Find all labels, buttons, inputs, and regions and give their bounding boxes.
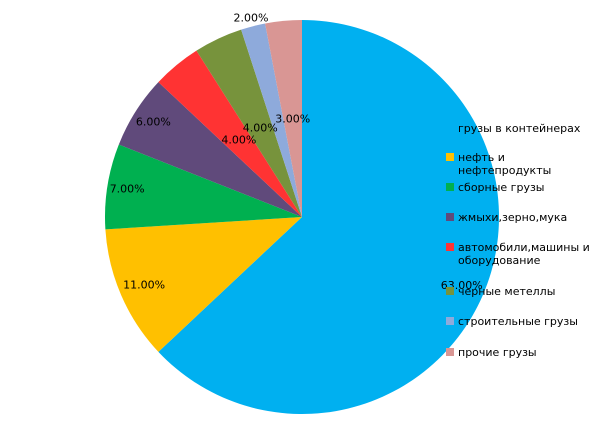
legend-label: жмыхи,зерно,мука xyxy=(458,211,568,224)
legend-item: строительные грузы xyxy=(446,315,578,328)
legend-swatch xyxy=(446,348,454,356)
data-label: 3.00% xyxy=(275,112,310,125)
legend-label: черные метеллы xyxy=(458,285,556,298)
pie-slice xyxy=(105,144,302,230)
legend-label: грузы в контейнерах xyxy=(458,122,581,135)
data-label: 6.00% xyxy=(136,116,171,129)
pie-slice xyxy=(158,50,302,217)
pie-slice xyxy=(265,20,302,217)
legend-label: строительные грузы xyxy=(458,315,578,328)
legend-swatch xyxy=(446,213,454,221)
pie-slice xyxy=(241,23,302,218)
data-label: 4.00% xyxy=(243,121,278,134)
legend-item: черные метеллы xyxy=(446,285,555,298)
legend-swatch xyxy=(446,153,454,161)
legend-label: прочие грузы xyxy=(458,346,537,359)
legend-item: нефть и нефтепродукты xyxy=(446,151,596,177)
legend-label: автомобили,машины и оборудование xyxy=(458,241,590,267)
legend-swatch xyxy=(446,183,454,191)
legend-item: прочие грузы xyxy=(446,346,537,359)
data-label: 2.00% xyxy=(234,11,269,24)
legend-label: сборные грузы xyxy=(458,181,545,194)
legend-swatch xyxy=(446,243,454,251)
legend-item: грузы в контейнерах xyxy=(446,122,580,135)
legend-swatch xyxy=(446,124,454,132)
pie-slice xyxy=(105,217,302,352)
data-label: 4.00% xyxy=(221,134,256,147)
data-label: 7.00% xyxy=(110,182,145,195)
pie-slice xyxy=(158,20,499,414)
data-label: 11.00% xyxy=(123,278,165,291)
pie-slice xyxy=(196,29,302,218)
legend-item: жмыхи,зерно,мука xyxy=(446,211,567,224)
pie-slice xyxy=(118,82,302,217)
legend-item: сборные грузы xyxy=(446,181,545,194)
legend-label: нефть и нефтепродукты xyxy=(458,151,552,177)
legend-item: автомобили,машины и оборудование xyxy=(446,241,596,267)
legend-swatch xyxy=(446,287,454,295)
legend-swatch xyxy=(446,317,454,325)
